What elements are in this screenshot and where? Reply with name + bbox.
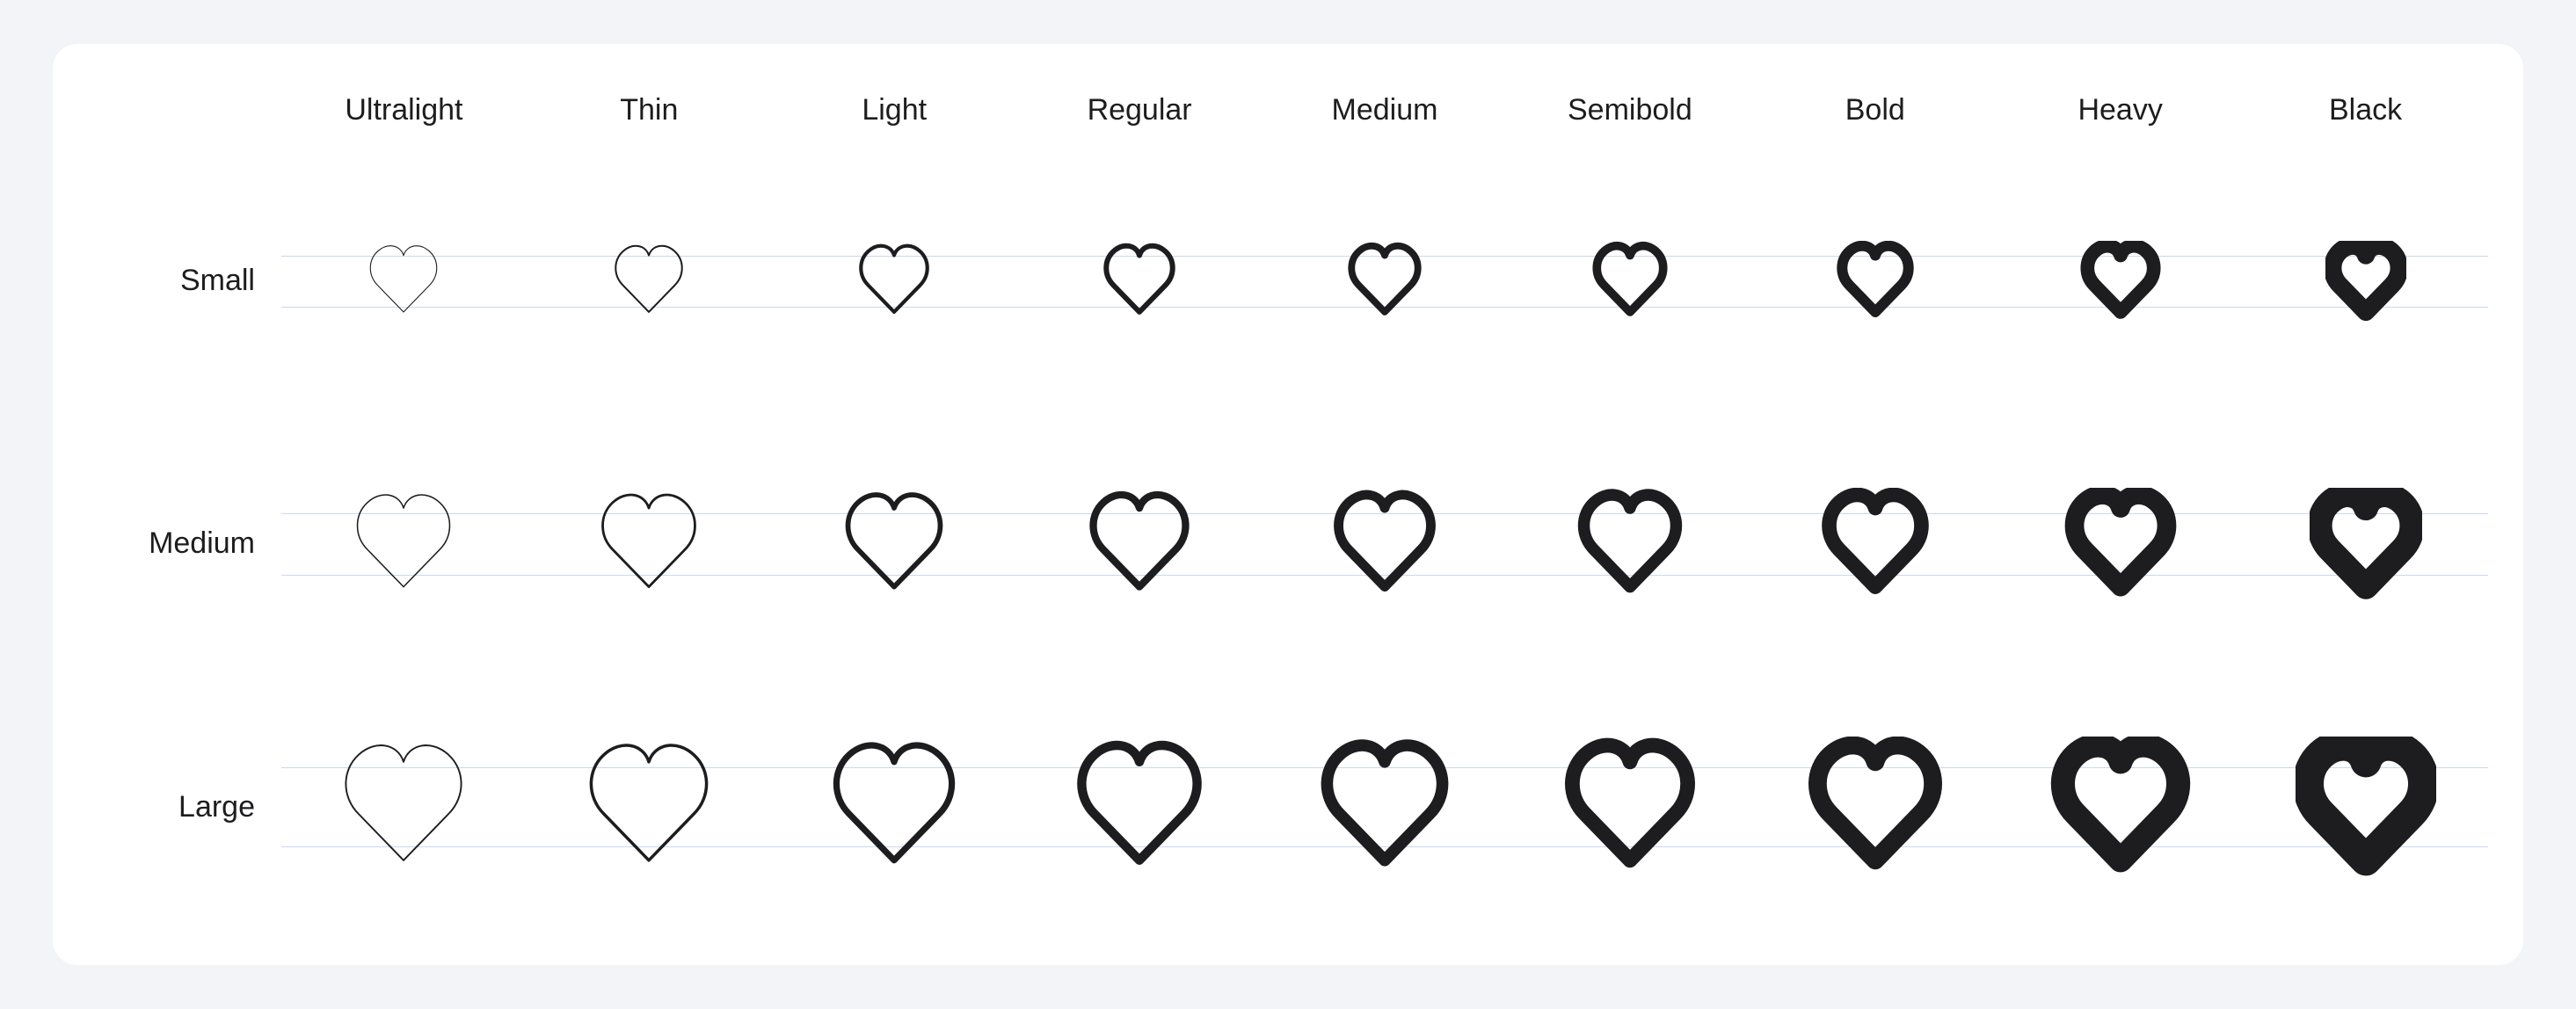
icon-cell xyxy=(1507,412,1752,675)
heart-icon xyxy=(1099,241,1180,322)
heart-icon xyxy=(1083,488,1196,600)
icon-grid: Ultralight Thin Light Regular Medium Sem… xyxy=(88,70,2488,939)
heart-icon xyxy=(347,488,460,600)
icon-cell xyxy=(527,149,772,412)
col-header: Semibold xyxy=(1507,70,1752,149)
col-header: Medium xyxy=(1263,70,1508,149)
icon-cell xyxy=(1263,676,1508,939)
heart-icon xyxy=(579,737,719,877)
row-header: Large xyxy=(88,676,281,939)
icon-cell xyxy=(2243,676,2488,939)
icon-weight-card: Ultralight Thin Light Regular Medium Sem… xyxy=(53,44,2523,965)
col-header: Black xyxy=(2243,70,2488,149)
icon-cell xyxy=(1752,149,1997,412)
row-header: Medium xyxy=(88,412,281,675)
icon-cell xyxy=(1997,676,2243,939)
heart-icon xyxy=(1069,737,1210,877)
icon-cell xyxy=(281,149,527,412)
heart-icon xyxy=(333,737,474,877)
heart-icon xyxy=(1835,241,1916,322)
icon-cell xyxy=(2243,149,2488,412)
heart-icon xyxy=(2310,488,2422,600)
icon-cell xyxy=(1997,412,2243,675)
corner-spacer xyxy=(88,70,281,149)
icon-cell xyxy=(1997,149,2243,412)
heart-icon xyxy=(2080,241,2161,322)
heart-icon xyxy=(1590,241,1670,322)
col-header: Light xyxy=(772,70,1017,149)
heart-icon xyxy=(854,241,935,322)
heart-icon xyxy=(1314,737,1455,877)
icon-cell xyxy=(1507,676,1752,939)
heart-icon xyxy=(824,737,964,877)
heart-icon xyxy=(1560,737,1700,877)
col-header: Bold xyxy=(1752,70,1997,149)
row-header: Small xyxy=(88,149,281,412)
icon-cell xyxy=(281,676,527,939)
icon-cell xyxy=(1263,149,1508,412)
heart-icon xyxy=(1574,488,1686,600)
col-header: Ultralight xyxy=(281,70,527,149)
icon-cell xyxy=(772,676,1017,939)
heart-icon xyxy=(1328,488,1441,600)
icon-cell xyxy=(1752,412,1997,675)
heart-icon xyxy=(2064,488,2177,600)
heart-icon xyxy=(1819,488,1932,600)
col-header: Regular xyxy=(1017,70,1263,149)
icon-cell xyxy=(1507,149,1752,412)
col-header: Heavy xyxy=(1997,70,2243,149)
heart-icon xyxy=(363,241,444,322)
icon-cell xyxy=(1263,412,1508,675)
heart-icon xyxy=(2296,737,2436,877)
icon-cell xyxy=(1017,412,1263,675)
icon-cell xyxy=(527,412,772,675)
icon-cell xyxy=(1752,676,1997,939)
heart-icon xyxy=(1344,241,1425,322)
heart-icon xyxy=(1805,737,1946,877)
icon-cell xyxy=(1017,676,1263,939)
icon-cell xyxy=(772,149,1017,412)
heart-icon xyxy=(593,488,705,600)
icon-cell xyxy=(2243,412,2488,675)
heart-icon xyxy=(2325,241,2406,322)
heart-icon xyxy=(2050,737,2191,877)
icon-cell xyxy=(1017,149,1263,412)
col-header: Thin xyxy=(527,70,772,149)
icon-cell xyxy=(281,412,527,675)
icon-cell xyxy=(772,412,1017,675)
icon-cell xyxy=(527,676,772,939)
heart-icon xyxy=(838,488,950,600)
heart-icon xyxy=(608,241,689,322)
